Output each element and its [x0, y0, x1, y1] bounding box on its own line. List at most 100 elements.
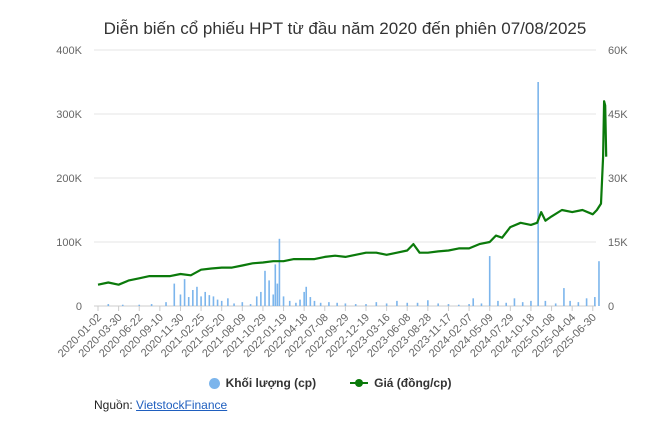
volume-bar: [196, 286, 198, 306]
volume-bar: [427, 300, 429, 306]
volume-bar: [212, 296, 215, 306]
volume-bars: [107, 82, 600, 306]
volume-bar: [192, 290, 194, 306]
volume-bar: [328, 302, 330, 306]
legend-volume-label: Khối lượng (cp): [225, 376, 317, 390]
volume-bar: [375, 302, 378, 306]
volume-bar: [406, 302, 409, 306]
legend-price-label: Giá (đồng/cp): [374, 376, 452, 390]
volume-bar: [530, 300, 532, 306]
source-prefix: Nguồn:: [94, 398, 133, 412]
y-right-tick-label: 45K: [608, 109, 628, 121]
volume-bar: [278, 238, 281, 306]
volume-bar: [241, 302, 244, 306]
y-axis-right: 0 15K 30K 45K 60K: [608, 45, 628, 313]
volume-bar: [365, 304, 367, 306]
volume-bar: [183, 279, 186, 306]
volume-bar: [227, 298, 229, 306]
volume-bar: [274, 264, 277, 306]
volume-bar: [165, 302, 167, 306]
volume-bar: [303, 291, 305, 306]
volume-bar: [260, 291, 262, 306]
volume-bar: [480, 303, 483, 306]
volume-bar: [233, 303, 235, 306]
volume-bar: [594, 297, 596, 306]
volume-bar: [200, 296, 202, 306]
volume-bar: [179, 294, 182, 306]
volume-bar: [288, 300, 291, 306]
volume-bar: [220, 300, 223, 306]
volume-bar: [309, 297, 312, 306]
price-legend-icon: [350, 379, 369, 387]
volume-bar: [585, 298, 588, 306]
volume-bar: [276, 283, 279, 306]
y-left-tick-label: 0: [76, 301, 82, 313]
volume-bar: [107, 304, 110, 306]
volume-bar: [468, 304, 470, 306]
volume-bar: [447, 304, 450, 306]
volume-bar: [313, 300, 316, 306]
y-right-tick-label: 0: [608, 301, 614, 313]
y-axis-left: 0 100K 200K 300K 400K: [56, 45, 82, 313]
legend-item-volume[interactable]: Khối lượng (cp): [208, 376, 317, 390]
volume-bar: [354, 304, 357, 306]
volume-bar: [521, 302, 524, 306]
volume-bar: [282, 296, 285, 306]
volume-bar: [577, 302, 580, 306]
price-line: [97, 100, 608, 286]
volume-bar: [319, 302, 322, 306]
x-axis: 2020-01-022020-03-302020-06-222020-09-10…: [56, 306, 599, 360]
volume-bar: [385, 303, 388, 306]
volume-bar: [336, 302, 338, 306]
combo-chart: Diễn biến cổ phiếu HPT từ đầu năm 2020 đ…: [56, 19, 628, 360]
volume-bar: [295, 302, 297, 306]
volume-bar: [216, 299, 219, 306]
volume-bar: [138, 304, 141, 306]
y-right-tick-label: 15K: [608, 237, 628, 249]
volume-bar: [544, 300, 547, 306]
volume-bar: [497, 300, 499, 306]
y-left-tick-label: 200K: [56, 173, 82, 185]
volume-bar: [255, 296, 258, 306]
volume-bar: [472, 298, 475, 306]
volume-bar: [563, 288, 565, 306]
volume-bar: [537, 82, 539, 306]
volume-bar: [150, 304, 153, 306]
price-series-line: [97, 100, 608, 286]
volume-bar: [554, 303, 557, 306]
volume-legend-icon: [208, 377, 220, 389]
volume-bar: [299, 299, 301, 306]
volume-bar: [505, 302, 507, 306]
volume-bar: [208, 295, 211, 306]
volume-bar: [249, 304, 252, 306]
volume-bar: [173, 283, 176, 306]
volume-bar: [305, 286, 308, 306]
legend-item-price[interactable]: Giá (đồng/cp): [350, 376, 451, 390]
volume-bar: [121, 304, 124, 306]
volume-bar: [396, 300, 398, 306]
volume-bar: [272, 294, 275, 306]
source-credit: Nguồn: VietstockFinance: [94, 398, 227, 412]
volume-bar: [344, 303, 347, 306]
y-left-tick-label: 100K: [56, 237, 82, 249]
volume-bar: [268, 280, 270, 306]
y-right-tick-label: 30K: [608, 173, 628, 185]
chart-title: Diễn biến cổ phiếu HPT từ đầu năm 2020 đ…: [104, 19, 587, 38]
y-right-tick-label: 60K: [608, 45, 628, 57]
volume-bar: [569, 300, 571, 306]
y-left-tick-label: 400K: [56, 45, 82, 57]
y-left-tick-label: 300K: [56, 109, 82, 121]
legend: Khối lượng (cp) Giá (đồng/cp): [0, 376, 660, 390]
volume-bar: [416, 302, 419, 306]
source-link[interactable]: VietstockFinance: [136, 398, 228, 412]
volume-bar: [204, 291, 207, 306]
volume-bar: [457, 304, 460, 306]
volume-bar: [598, 261, 600, 306]
volume-bar: [264, 270, 266, 306]
volume-bar: [187, 297, 190, 306]
gridlines: [94, 49, 596, 307]
volume-bar: [488, 256, 491, 306]
volume-bar: [437, 303, 439, 306]
volume-bar: [513, 298, 516, 306]
